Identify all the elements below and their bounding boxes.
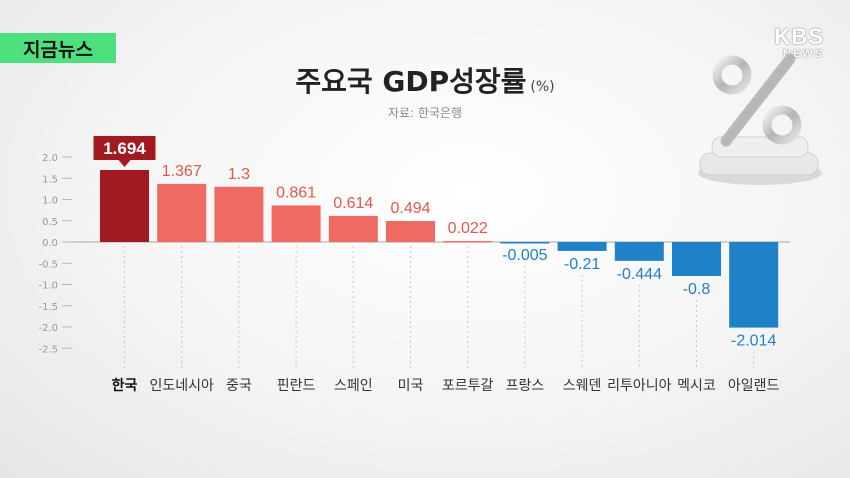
bar: [386, 221, 435, 242]
highlight-label-pointer: [118, 160, 131, 168]
category-label: 중국: [226, 378, 252, 394]
bar: [557, 242, 607, 251]
chart-unit: (%): [530, 79, 555, 95]
y-tick-label: 0.0: [42, 238, 58, 249]
kbs-news-logo: KBS NEWS: [775, 26, 824, 60]
news-tag: 지금뉴스: [0, 33, 116, 63]
bar: [271, 205, 321, 242]
value-label: -0.444: [617, 266, 662, 283]
highlight-label-box: [93, 136, 156, 161]
value-label: -0.8: [683, 281, 711, 298]
category-label: 멕시코: [677, 378, 716, 394]
bar: [100, 170, 149, 242]
value-label: 1.367: [162, 163, 202, 180]
category-label: 포르투갈: [442, 378, 494, 394]
category-label: 스웨덴: [563, 378, 602, 394]
bar: [214, 186, 264, 242]
value-label: 0.614: [333, 195, 373, 212]
percent-icon: [698, 53, 822, 185]
bar: [729, 242, 779, 328]
category-label: 리투아니아: [607, 378, 672, 394]
value-label: -0.005: [502, 247, 547, 264]
value-label: 0.861: [276, 184, 316, 201]
bar: [672, 242, 721, 276]
category-label: 한국: [112, 378, 138, 394]
value-label: -2.014: [731, 333, 776, 350]
y-tick-label: -2.0: [38, 323, 58, 334]
bar: [443, 241, 493, 243]
bar: [328, 215, 378, 242]
chart-source: 자료: 한국은행: [387, 106, 463, 120]
category-label: 미국: [398, 378, 424, 394]
value-label: 1.694: [103, 139, 146, 158]
bar: [500, 242, 550, 244]
chart-title: 주요국 GDP성장률 (%): [0, 60, 850, 100]
category-label: 프랑스: [506, 378, 545, 394]
brand-line-2: NEWS: [783, 48, 824, 60]
y-tick-label: 0.5: [42, 217, 58, 228]
y-tick-label: -1.0: [38, 281, 58, 292]
y-tick-label: 1.5: [42, 174, 58, 185]
brand-line-1: KBS: [774, 24, 824, 49]
category-label: 인도네시아: [149, 378, 214, 394]
chart-title-text: 주요국 GDP성장률: [295, 65, 527, 98]
category-label: 아일랜드: [728, 378, 780, 394]
value-label: 1.3: [228, 166, 250, 183]
y-tick-label: 2.0: [42, 153, 58, 164]
category-label: 핀란드: [277, 378, 316, 394]
y-tick-label: -2.5: [38, 344, 58, 355]
value-label: 0.494: [390, 200, 430, 217]
category-label: 스페인: [334, 378, 373, 394]
y-tick-label: 1.0: [42, 196, 58, 207]
value-label: 0.022: [448, 220, 488, 237]
bar: [157, 183, 207, 242]
y-tick-label: -0.5: [38, 259, 58, 270]
value-label: -0.21: [564, 256, 601, 273]
bar: [614, 242, 664, 261]
y-tick-label: -1.5: [38, 302, 58, 313]
